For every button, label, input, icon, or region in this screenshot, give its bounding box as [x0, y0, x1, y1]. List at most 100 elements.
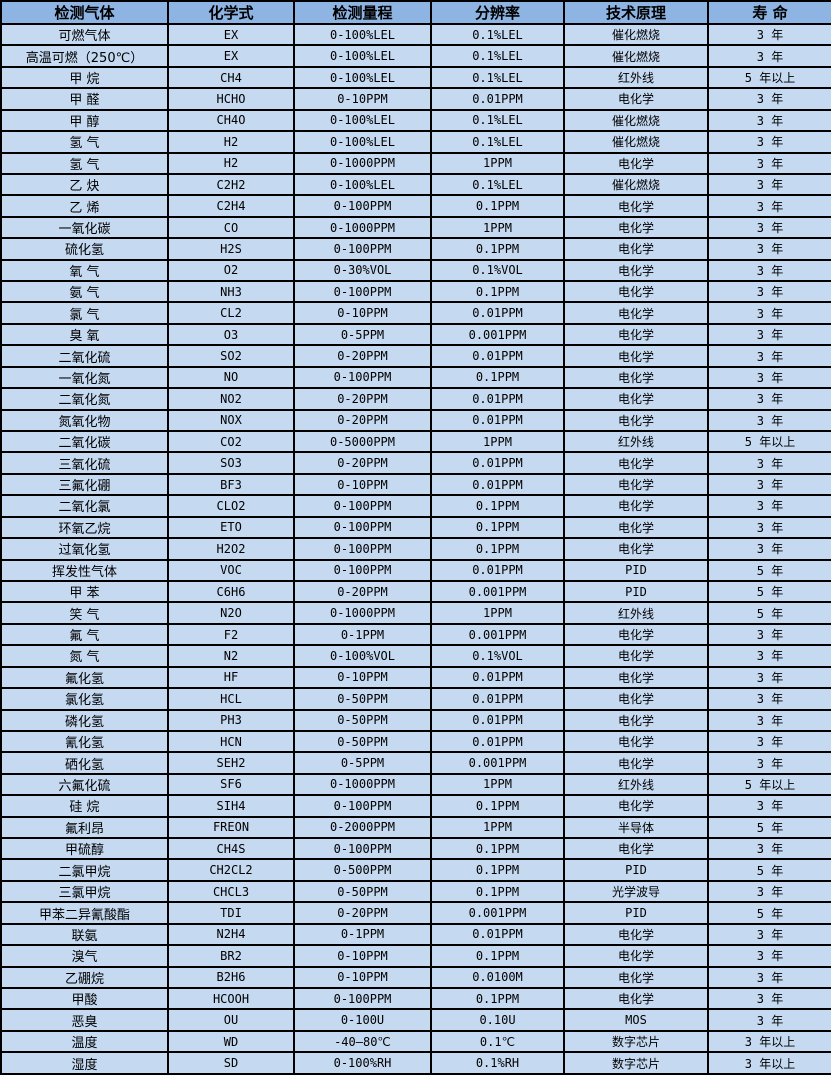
cell-resolution: 0.1PPM: [430, 794, 565, 818]
cell-gas: 二氧化硫: [0, 344, 169, 368]
cell-resolution: 0.001PPM: [430, 622, 565, 647]
table-row: 二氧化氮 NO2 0-20PPM 0.01PPM 电化学 3 年: [0, 387, 831, 411]
cell-range: 0-1PPM: [293, 922, 432, 947]
cell-principle: 电化学: [563, 387, 709, 411]
cell-lifespan: 3 年: [707, 87, 831, 111]
cell-lifespan: 3 年: [707, 344, 831, 368]
cell-gas: 一氧化氮: [0, 365, 169, 390]
table-row: 温度 WD -40—80℃ 0.1℃ 数字芯片 3 年以上: [0, 1029, 831, 1054]
table-row: 氰化氢 HCN 0-50PPM 0.01PPM 电化学 3 年: [0, 729, 831, 754]
cell-range: 0-100%LEL: [293, 22, 432, 47]
cell-formula: SF6: [167, 772, 295, 797]
cell-formula: H2: [167, 130, 295, 154]
cell-principle: PID: [563, 858, 709, 882]
table-row: 氟利昂 FREON 0-2000PPM 1PPM 半导体 5 年: [0, 815, 831, 840]
cell-lifespan: 3 年: [707, 130, 831, 154]
cell-resolution: 0.01PPM: [430, 708, 565, 732]
cell-resolution: 1PPM: [430, 215, 565, 240]
cell-resolution: 0.1%LEL: [430, 172, 565, 197]
cell-resolution: 1PPM: [430, 151, 565, 175]
cell-lifespan: 3 年: [707, 322, 831, 347]
cell-lifespan: 3 年: [707, 515, 831, 540]
table-row: 三氟化硼 BF3 0-10PPM 0.01PPM 电化学 3 年: [0, 472, 831, 497]
cell-principle: 半导体: [563, 815, 709, 840]
cell-resolution: 0.10U: [430, 1008, 565, 1032]
cell-formula: SEH2: [167, 751, 295, 775]
cell-gas: 笑 气: [0, 601, 169, 625]
cell-lifespan: 5 年: [707, 558, 831, 582]
cell-principle: 电化学: [563, 687, 709, 711]
column-header-lifespan: 寿 命: [707, 0, 831, 25]
cell-principle: 红外线: [563, 429, 709, 454]
cell-principle: 催化燃烧: [563, 22, 709, 47]
cell-range: 0-100PPM: [293, 365, 432, 390]
cell-principle: PID: [563, 558, 709, 582]
cell-lifespan: 5 年: [707, 901, 831, 925]
cell-resolution: 0.1%LEL: [430, 108, 565, 133]
cell-formula: B2H6: [167, 965, 295, 990]
table-row: 乙 烯 C2H4 0-100PPM 0.1PPM 电化学 3 年: [0, 194, 831, 218]
table-row: 氟 气 F2 0-1PPM 0.001PPM 电化学 3 年: [0, 622, 831, 647]
cell-range: 0-100%LEL: [293, 44, 432, 68]
cell-resolution: 0.1%LEL: [430, 130, 565, 154]
cell-formula: C2H4: [167, 194, 295, 218]
table-row: 可燃气体 EX 0-100%LEL 0.1%LEL 催化燃烧 3 年: [0, 22, 831, 47]
cell-range: 0-20PPM: [293, 387, 432, 411]
table-row: 甲 醛 HCHO 0-10PPM 0.01PPM 电化学 3 年: [0, 87, 831, 111]
cell-principle: 电化学: [563, 280, 709, 304]
cell-range: 0-30%VOL: [293, 258, 432, 283]
cell-principle: 电化学: [563, 986, 709, 1011]
cell-lifespan: 3 年以上: [707, 1029, 831, 1054]
table-row: 硒化氢 SEH2 0-5PPM 0.001PPM 电化学 3 年: [0, 751, 831, 775]
cell-formula: NO: [167, 365, 295, 390]
cell-range: -40—80℃: [293, 1029, 432, 1054]
cell-formula: O3: [167, 322, 295, 347]
table-row: 氮 气 N2 0-100%VOL 0.1%VOL 电化学 3 年: [0, 644, 831, 668]
cell-formula: CL2: [167, 301, 295, 325]
cell-lifespan: 3 年: [707, 215, 831, 240]
column-header-range: 检测量程: [293, 0, 432, 25]
cell-resolution: 0.1%VOL: [430, 644, 565, 668]
cell-gas: 六氟化硫: [0, 772, 169, 797]
cell-gas: 乙 炔: [0, 172, 169, 197]
cell-lifespan: 3 年: [707, 708, 831, 732]
cell-principle: 电化学: [563, 751, 709, 775]
cell-principle: 数字芯片: [563, 1051, 709, 1075]
cell-principle: 电化学: [563, 708, 709, 732]
cell-lifespan: 3 年: [707, 837, 831, 861]
cell-range: 0-10PPM: [293, 944, 432, 968]
table-row: 三氯甲烷 CHCL3 0-50PPM 0.1PPM 光学波导 3 年: [0, 879, 831, 904]
cell-gas: 乙硼烷: [0, 965, 169, 990]
cell-gas: 氢 气: [0, 130, 169, 154]
cell-principle: 催化燃烧: [563, 172, 709, 197]
cell-range: 0-20PPM: [293, 901, 432, 925]
cell-resolution: 0.001PPM: [430, 751, 565, 775]
cell-range: 0-20PPM: [293, 344, 432, 368]
cell-formula: NO2: [167, 387, 295, 411]
cell-principle: 电化学: [563, 408, 709, 433]
table-row: 乙 炔 C2H2 0-100%LEL 0.1%LEL 催化燃烧 3 年: [0, 172, 831, 197]
cell-resolution: 0.1PPM: [430, 365, 565, 390]
cell-formula: HCHO: [167, 87, 295, 111]
cell-resolution: 0.01PPM: [430, 87, 565, 111]
cell-lifespan: 3 年: [707, 729, 831, 754]
cell-resolution: 1PPM: [430, 815, 565, 840]
cell-range: 0-50PPM: [293, 729, 432, 754]
cell-principle: 电化学: [563, 344, 709, 368]
cell-resolution: 0.01PPM: [430, 558, 565, 582]
cell-gas: 氧 气: [0, 258, 169, 283]
cell-gas: 氮 气: [0, 644, 169, 668]
cell-formula: CHCL3: [167, 879, 295, 904]
cell-lifespan: 3 年: [707, 22, 831, 47]
cell-resolution: 0.01PPM: [430, 301, 565, 325]
cell-principle: 电化学: [563, 922, 709, 947]
cell-resolution: 0.1%RH: [430, 1051, 565, 1075]
cell-gas: 三氟化硼: [0, 472, 169, 497]
cell-range: 0-20PPM: [293, 451, 432, 475]
cell-range: 0-10PPM: [293, 665, 432, 690]
cell-resolution: 0.1%LEL: [430, 22, 565, 47]
table-row: 三氧化硫 SO3 0-20PPM 0.01PPM 电化学 3 年: [0, 451, 831, 475]
cell-lifespan: 3 年: [707, 194, 831, 218]
cell-formula: WD: [167, 1029, 295, 1054]
